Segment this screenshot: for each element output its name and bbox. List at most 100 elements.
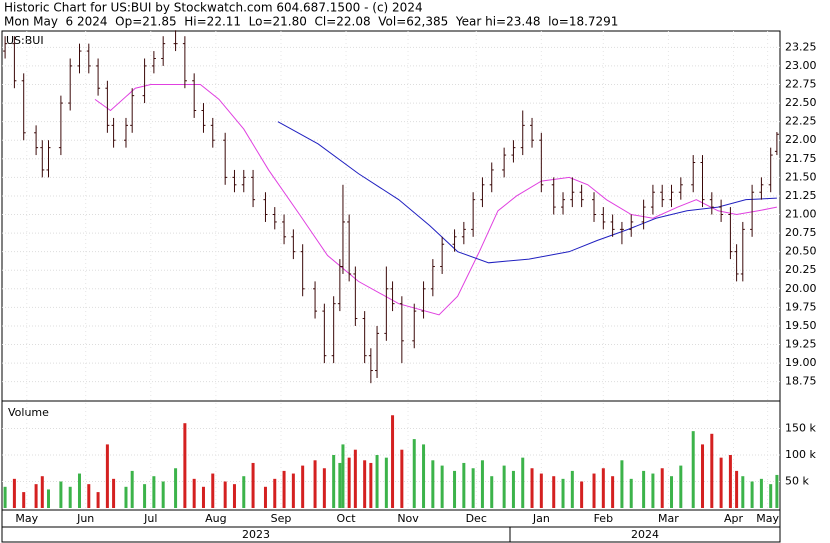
- volume-bar: [719, 457, 723, 508]
- volume-bar: [440, 465, 444, 508]
- volume-bar: [710, 433, 714, 508]
- volume-bar: [353, 449, 357, 508]
- volume-bar: [161, 481, 165, 508]
- volume-bar: [124, 486, 128, 508]
- volume-bar: [3, 486, 7, 508]
- volume-bar: [552, 476, 556, 508]
- volume-bar: [728, 455, 732, 508]
- x-tick-label: Jun: [76, 512, 94, 525]
- volume-bar: [502, 465, 506, 508]
- volume-bar: [22, 492, 26, 508]
- volume-bar: [68, 486, 72, 508]
- chart-subtitle: Mon May 6 2024 Op=21.85 Hi=22.11 Lo=21.8…: [4, 15, 618, 29]
- moving-average: [94, 83, 777, 316]
- x-tick-label: May: [756, 512, 779, 525]
- x-tick-label: Oct: [337, 512, 357, 525]
- x-tick-label: Sep: [271, 512, 292, 525]
- volume-bar: [34, 484, 38, 508]
- volume-bar: [670, 476, 674, 508]
- volume-bar: [741, 476, 745, 508]
- y-tick-label: 20.25: [785, 263, 817, 276]
- y-tick-label: 150 k: [785, 422, 816, 435]
- volume-bar: [223, 481, 227, 508]
- y-tick-label: 21.00: [785, 208, 817, 221]
- volume-bar: [592, 473, 596, 508]
- volume-bar: [313, 460, 317, 508]
- volume-bar: [363, 460, 367, 508]
- volume-bar: [87, 484, 91, 508]
- volume-bar: [769, 484, 773, 508]
- y-tick-label: 19.00: [785, 356, 817, 369]
- moving-average: [277, 121, 777, 264]
- volume-bar: [391, 415, 395, 508]
- y-tick-label: 21.75: [785, 152, 817, 165]
- date-axis: [1, 509, 781, 543]
- volume-bar: [570, 470, 574, 508]
- volume-bar: [211, 473, 215, 508]
- y-tick-label: 19.75: [785, 300, 817, 313]
- y-tick-label: 21.25: [785, 189, 817, 202]
- y-tick-label: 22.00: [785, 133, 817, 146]
- volume-bar: [660, 468, 664, 508]
- volume-bar: [511, 470, 515, 508]
- volume-bar: [77, 473, 81, 508]
- volume-bar: [431, 460, 435, 508]
- volume-bar: [629, 478, 633, 508]
- volume-bar: [105, 444, 109, 508]
- x-tick-label: Jan: [532, 512, 550, 525]
- volume-bar: [480, 460, 484, 508]
- volume-bar: [775, 474, 779, 508]
- y-tick-label: 19.25: [785, 338, 817, 351]
- volume-bar: [291, 473, 295, 508]
- volume-bar: [174, 468, 178, 508]
- volume-bar: [143, 484, 147, 508]
- volume-bar: [112, 478, 116, 508]
- volume-bar: [642, 470, 646, 508]
- volume-bar: [375, 455, 379, 508]
- volume-bar: [750, 481, 754, 508]
- volume-bar: [263, 486, 267, 508]
- volume-label: Volume: [8, 406, 49, 419]
- x-tick-label: Mar: [658, 512, 679, 525]
- y-tick-label: 22.50: [785, 96, 817, 109]
- x-tick-label: Nov: [397, 512, 419, 525]
- x-tick-label: Aug: [205, 512, 226, 525]
- volume-bar: [400, 449, 404, 508]
- chart-title: Historic Chart for US:BUI by Stockwatch.…: [4, 1, 423, 15]
- volume-bar: [301, 465, 305, 508]
- volume-bar: [152, 476, 156, 508]
- volume-bar: [462, 462, 466, 508]
- volume-bar: [96, 492, 100, 508]
- volume-bar: [183, 423, 187, 508]
- y-tick-label: 22.25: [785, 115, 817, 128]
- y-tick-label: 23.00: [785, 59, 817, 72]
- y-tick-label: 20.50: [785, 245, 817, 258]
- x-tick-label: Apr: [724, 512, 744, 525]
- volume-bar: [601, 468, 605, 508]
- volume-bar: [561, 478, 565, 508]
- volume-bar: [40, 476, 44, 508]
- volume-bar: [282, 470, 286, 508]
- volume-bar: [422, 444, 426, 508]
- volume-bar: [701, 444, 705, 508]
- x-tick-label: Dec: [466, 512, 487, 525]
- volume-bar: [620, 460, 624, 508]
- x-tick-label: Jul: [143, 512, 157, 525]
- volume-bar: [59, 481, 63, 508]
- volume-bar: [130, 470, 134, 508]
- volume-bar: [651, 473, 655, 508]
- volume-bar: [201, 486, 205, 508]
- x-tick-label: Feb: [594, 512, 613, 525]
- y-tick-label: 18.75: [785, 375, 817, 388]
- volume-bar: [273, 478, 277, 508]
- volume-bar: [192, 478, 196, 508]
- y-tick-label: 50 k: [785, 475, 809, 488]
- volume-bar: [679, 465, 683, 508]
- volume-bar: [46, 489, 50, 508]
- y-tick-label: 19.50: [785, 319, 817, 332]
- volume-bar: [369, 462, 373, 508]
- volume-bar: [232, 484, 236, 508]
- volume-bar: [539, 473, 543, 508]
- volume-bar: [412, 439, 416, 508]
